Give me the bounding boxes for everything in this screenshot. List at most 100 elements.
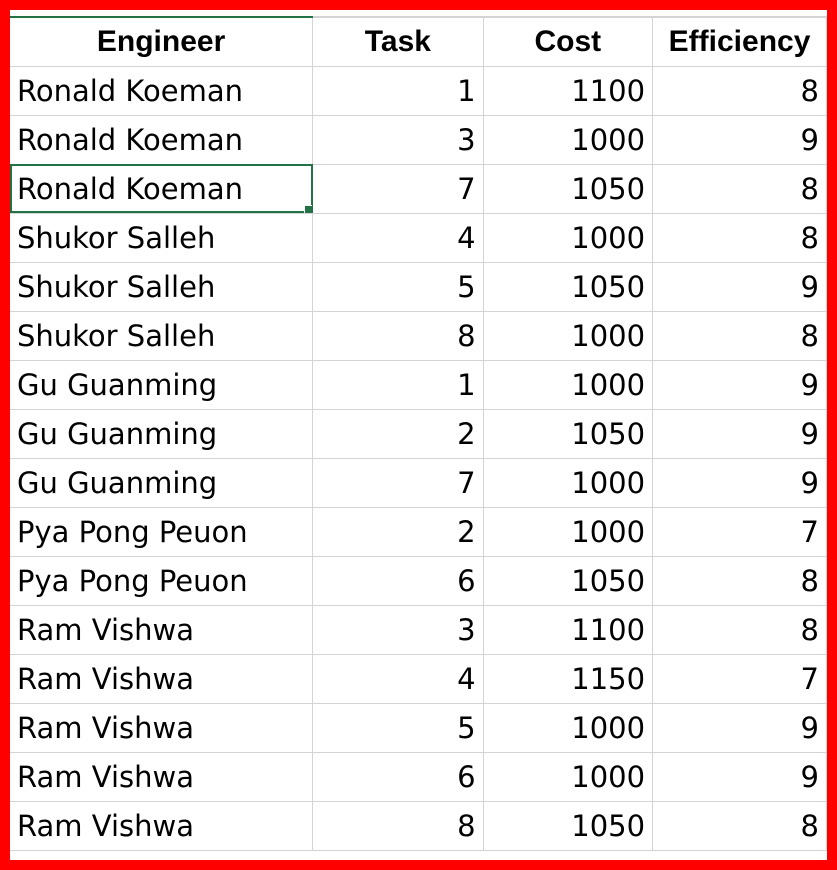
efficiency-cell[interactable]: 9	[652, 752, 827, 802]
efficiency-cell[interactable]: 9	[652, 458, 827, 508]
efficiency-cell[interactable]: 8	[652, 605, 827, 655]
cell-value: Ram Vishwa	[17, 710, 194, 745]
efficiency-cell[interactable]: 9	[652, 262, 827, 312]
cell-value: 5	[457, 269, 476, 304]
efficiency-cell[interactable]: 8	[652, 66, 827, 116]
cost-cell[interactable]: 1050	[483, 164, 654, 214]
cell-value: 1050	[571, 808, 646, 843]
table-row: Shukor Salleh 5 1050 9	[10, 262, 827, 312]
cell-value: 8	[800, 808, 819, 843]
cost-cell[interactable]: 1050	[483, 801, 654, 851]
cell-value: 8	[457, 318, 476, 353]
header-task[interactable]: Task	[312, 16, 484, 67]
cell-value: 9	[800, 710, 819, 745]
cell-value: Gu Guanming	[17, 465, 218, 500]
efficiency-cell[interactable]: 9	[652, 703, 827, 753]
cell-value: 1050	[571, 416, 646, 451]
efficiency-cell[interactable]: 9	[652, 409, 827, 459]
cell-value: 3	[457, 612, 476, 647]
task-cell[interactable]: 4	[312, 213, 484, 263]
task-cell[interactable]: 3	[312, 115, 484, 165]
efficiency-cell[interactable]: 7	[652, 654, 827, 704]
task-cell[interactable]: 2	[312, 507, 484, 557]
task-cell[interactable]: 7	[312, 458, 484, 508]
fill-handle[interactable]	[304, 204, 312, 212]
engineer-cell[interactable]: Ram Vishwa	[10, 654, 314, 704]
table-row: Ram Vishwa 5 1000 9	[10, 703, 827, 753]
engineer-cell[interactable]: Ram Vishwa	[10, 752, 314, 802]
engineer-cell[interactable]: Ronald Koeman	[10, 66, 314, 116]
task-cell[interactable]: 6	[312, 752, 484, 802]
cost-cell[interactable]: 1050	[483, 409, 654, 459]
engineer-cell[interactable]: Shukor Salleh	[10, 262, 314, 312]
engineer-cell[interactable]: Gu Guanming	[10, 360, 314, 410]
task-cell[interactable]: 6	[312, 556, 484, 606]
cell-value: 1000	[571, 514, 646, 549]
cost-cell[interactable]: 1150	[483, 654, 654, 704]
cell-value: 8	[800, 612, 819, 647]
efficiency-cell[interactable]: 9	[652, 115, 827, 165]
task-cell[interactable]: 8	[312, 801, 484, 851]
task-cell[interactable]: 5	[312, 703, 484, 753]
cost-cell[interactable]: 1050	[483, 556, 654, 606]
cost-cell[interactable]: 1000	[483, 703, 654, 753]
efficiency-cell[interactable]: 9	[652, 360, 827, 410]
cost-cell[interactable]: 1000	[483, 507, 654, 557]
task-cell[interactable]: 7	[312, 164, 484, 214]
cell-value: 9	[800, 122, 819, 157]
cell-value: 5	[457, 710, 476, 745]
header-efficiency[interactable]: Efficiency	[652, 16, 827, 67]
cost-cell[interactable]: 1000	[483, 458, 654, 508]
cell-value: 1000	[571, 122, 646, 157]
table-row: Ronald Koeman 7 1050 8	[10, 164, 827, 214]
cost-cell[interactable]: 1000	[483, 213, 654, 263]
cell-value: 1050	[571, 269, 646, 304]
engineer-cell[interactable]: Ram Vishwa	[10, 605, 314, 655]
selected-cell[interactable]: Ronald Koeman	[10, 164, 314, 214]
engineer-cell[interactable]: Ram Vishwa	[10, 703, 314, 753]
task-cell[interactable]: 2	[312, 409, 484, 459]
cost-cell[interactable]: 1050	[483, 262, 654, 312]
task-cell[interactable]: 5	[312, 262, 484, 312]
cost-cell[interactable]: 1000	[483, 115, 654, 165]
cost-cell[interactable]: 1000	[483, 752, 654, 802]
cell-value: 8	[457, 808, 476, 843]
efficiency-cell[interactable]: 8	[652, 311, 827, 361]
task-cell[interactable]: 1	[312, 360, 484, 410]
header-cost[interactable]: Cost	[483, 16, 654, 67]
efficiency-cell[interactable]: 8	[652, 801, 827, 851]
header-engineer[interactable]: Engineer	[10, 16, 314, 67]
efficiency-cell[interactable]: 8	[652, 213, 827, 263]
table-row: Gu Guanming 1 1000 9	[10, 360, 827, 410]
engineer-cell[interactable]: Gu Guanming	[10, 458, 314, 508]
table-row: Shukor Salleh 4 1000 8	[10, 213, 827, 263]
engineer-cell[interactable]: Shukor Salleh	[10, 213, 314, 263]
efficiency-cell[interactable]: 8	[652, 556, 827, 606]
cost-cell[interactable]: 1100	[483, 605, 654, 655]
cost-cell[interactable]: 1000	[483, 360, 654, 410]
engineer-cell[interactable]: Shukor Salleh	[10, 311, 314, 361]
cell-value: Ram Vishwa	[17, 661, 194, 696]
task-cell[interactable]: 8	[312, 311, 484, 361]
cell-value: 1100	[571, 612, 646, 647]
cell-value: 1	[457, 73, 476, 108]
cost-cell[interactable]: 1000	[483, 311, 654, 361]
engineer-cell[interactable]: Ronald Koeman	[10, 115, 314, 165]
efficiency-cell[interactable]: 8	[652, 164, 827, 214]
cell-value: Gu Guanming	[17, 416, 218, 451]
cell-value: Shukor Salleh	[17, 269, 216, 304]
cell-value: Ram Vishwa	[17, 808, 194, 843]
cost-cell[interactable]: 1100	[483, 66, 654, 116]
efficiency-cell[interactable]: 7	[652, 507, 827, 557]
engineer-cell[interactable]: Pya Pong Peuon	[10, 507, 314, 557]
task-cell[interactable]: 3	[312, 605, 484, 655]
engineer-cell[interactable]: Pya Pong Peuon	[10, 556, 314, 606]
cell-value: Ram Vishwa	[17, 759, 194, 794]
task-cell[interactable]: 4	[312, 654, 484, 704]
engineer-cell[interactable]: Gu Guanming	[10, 409, 314, 459]
cell-value: 1050	[571, 563, 646, 598]
cell-value: Ronald Koeman	[17, 73, 243, 108]
table-row: Ram Vishwa 4 1150 7	[10, 654, 827, 704]
engineer-cell[interactable]: Ram Vishwa	[10, 801, 314, 851]
task-cell[interactable]: 1	[312, 66, 484, 116]
